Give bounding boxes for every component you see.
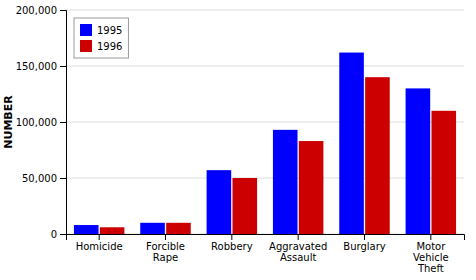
bar bbox=[207, 170, 232, 234]
tick: ForcibleRape bbox=[146, 234, 185, 263]
bar bbox=[299, 141, 324, 234]
tick-label: AggravatedAssault bbox=[269, 241, 327, 263]
y-axis: 0 50,000 100,000 150,000 200,000 bbox=[16, 5, 67, 240]
tick-mark bbox=[60, 122, 66, 123]
legend-label: 1996 bbox=[97, 41, 122, 52]
tick-label: MotorVehicleTheft bbox=[413, 241, 449, 274]
tick-mark bbox=[231, 234, 232, 240]
x-axis: Homicide ForcibleRape Robbery AggravatedAss… bbox=[67, 234, 465, 274]
tick: 200,000 bbox=[16, 5, 66, 16]
tick: 100,000 bbox=[16, 117, 66, 128]
legend-swatch bbox=[80, 40, 92, 52]
tick: Burglary bbox=[343, 234, 385, 252]
bar bbox=[100, 227, 125, 234]
bar-series bbox=[100, 77, 456, 234]
chart: 0 50,000 100,000 150,000 200,000 Homicide Forc… bbox=[0, 0, 476, 280]
tick-label: 100,000 bbox=[16, 117, 57, 128]
plot: 0 50,000 100,000 150,000 200,000 Homicide Forc… bbox=[2, 5, 465, 274]
legend-swatch bbox=[80, 24, 92, 36]
tick-mark bbox=[298, 234, 299, 240]
bar bbox=[339, 53, 364, 234]
tick-label: 0 bbox=[51, 229, 57, 240]
tick: 0 bbox=[51, 229, 66, 240]
bar bbox=[365, 77, 390, 234]
bar-series bbox=[74, 53, 430, 234]
grid-line bbox=[66, 122, 464, 123]
bar bbox=[140, 223, 165, 234]
legend: 1995 1996 bbox=[74, 18, 128, 58]
tick: 150,000 bbox=[16, 61, 66, 72]
grid-line bbox=[66, 10, 464, 11]
tick: MotorVehicleTheft bbox=[413, 234, 449, 274]
tick-label: Burglary bbox=[343, 241, 385, 252]
grid-line bbox=[66, 178, 464, 179]
axis-line bbox=[67, 235, 465, 241]
tick: AggravatedAssault bbox=[269, 234, 327, 263]
legend-box bbox=[74, 18, 128, 58]
axis-line bbox=[60, 11, 67, 235]
legend-item: 1995 bbox=[80, 24, 122, 36]
bars bbox=[74, 53, 456, 234]
grid-line bbox=[66, 66, 464, 67]
legend-label: 1995 bbox=[97, 25, 122, 36]
tick-mark bbox=[60, 178, 66, 179]
tick-label: Homicide bbox=[76, 241, 123, 252]
tick-label: 150,000 bbox=[16, 61, 57, 72]
bar bbox=[431, 111, 456, 234]
tick-label: 200,000 bbox=[16, 5, 57, 16]
tick-mark bbox=[60, 66, 66, 67]
tick-mark bbox=[430, 234, 431, 240]
tick-label: 50,000 bbox=[22, 173, 57, 184]
y-axis-title: NUMBER bbox=[2, 95, 15, 149]
tick-label: Robbery bbox=[211, 241, 253, 252]
bar bbox=[166, 223, 191, 234]
tick-mark bbox=[364, 234, 365, 240]
tick-mark bbox=[165, 234, 166, 240]
tick-mark bbox=[60, 10, 66, 11]
bar bbox=[232, 178, 257, 234]
tick: 50,000 bbox=[22, 173, 66, 184]
tick-label: ForcibleRape bbox=[146, 241, 185, 263]
bar bbox=[74, 225, 99, 234]
grid bbox=[66, 10, 464, 234]
bar bbox=[406, 88, 431, 234]
tick-mark bbox=[99, 234, 100, 240]
tick-mark bbox=[60, 234, 66, 235]
tick: Homicide bbox=[76, 234, 123, 252]
tick: Robbery bbox=[211, 234, 253, 252]
legend-item: 1996 bbox=[80, 40, 122, 52]
bar bbox=[273, 130, 298, 234]
